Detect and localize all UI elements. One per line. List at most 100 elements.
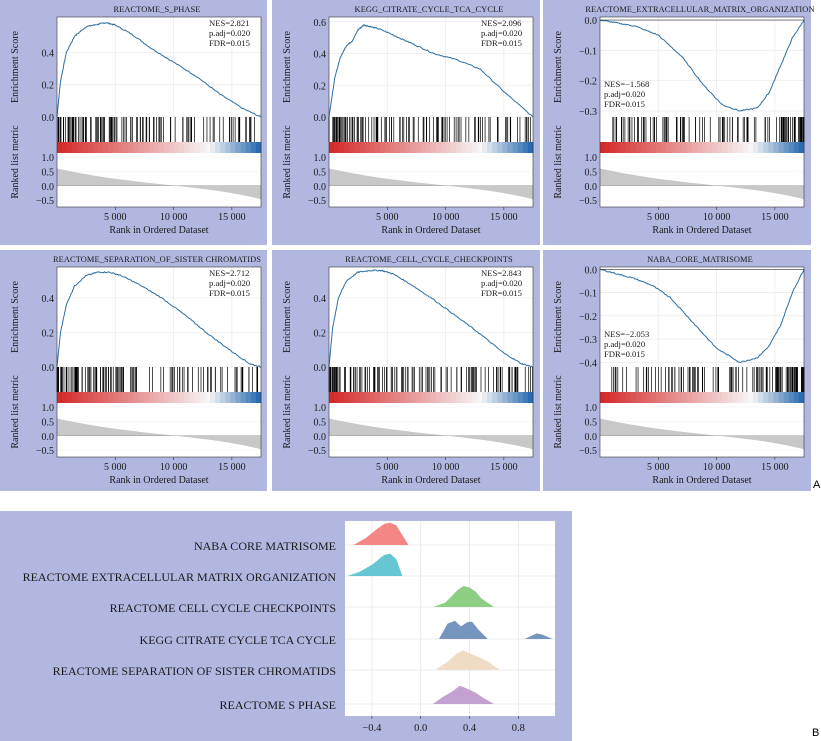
nes-label: NES=2.843 [481, 268, 521, 278]
heat-segment [773, 392, 779, 403]
heat-segment [712, 392, 718, 403]
heat-segment [123, 392, 129, 403]
rank-heat-strip [329, 142, 534, 153]
padj-label: p.adj=0.020 [481, 28, 522, 38]
x-tick-label: 5 000 [376, 462, 399, 473]
ridge-density [439, 620, 553, 639]
panel-label-b: B [812, 727, 820, 739]
padj-label: p.adj=0.020 [481, 278, 522, 288]
metric-axis-label: Ranked list metric [10, 375, 21, 449]
rank-heat-strip [600, 142, 805, 153]
ridge-category-label: REACTOME CELL CYCLE CHECKPOINTS [110, 601, 336, 615]
heat-segment [400, 142, 406, 153]
heat-segment [686, 392, 693, 403]
heat-segment [138, 142, 145, 153]
padj-label: p.adj=0.020 [209, 28, 250, 38]
es-axis-label: Enrichment Score [10, 280, 21, 352]
heat-segment [446, 392, 452, 403]
heat-segment [635, 142, 642, 153]
heat-segment [737, 392, 744, 403]
heat-segment [446, 142, 452, 153]
gene-hit-ticks [57, 117, 255, 142]
heat-segment [451, 392, 457, 403]
heat-segment [159, 142, 165, 153]
heat-segment [707, 142, 713, 153]
gsea-panel-4: REACTOME_SEPARATION_OF_SISTER CHROMATIDS… [10, 255, 262, 486]
heat-segment [374, 392, 381, 403]
heat-segment [153, 392, 160, 403]
heat-segment [380, 142, 386, 153]
heat-segment [436, 142, 442, 153]
padj-label: p.adj=0.020 [604, 339, 645, 349]
heat-segment [385, 392, 391, 403]
heat-segment [610, 142, 616, 153]
heat-segment [199, 392, 206, 403]
heat-segment [702, 142, 708, 153]
heat-segment [369, 392, 376, 403]
x-tick-label: 5 000 [104, 462, 127, 473]
heat-segment [702, 392, 708, 403]
heat-segment [179, 392, 185, 403]
heat-segment [753, 392, 759, 403]
rank-heat-strip [329, 392, 534, 403]
metric-tick-label: 1.0 [585, 153, 598, 164]
x-tick-label: 15 000 [761, 212, 789, 223]
heat-segment [696, 392, 703, 403]
es-tick-label: 0.0 [42, 113, 55, 124]
metric-axis-label: Ranked list metric [553, 375, 564, 449]
heat-segment [747, 142, 754, 153]
enrichment-score-line [599, 19, 805, 112]
rank-heat-strip [600, 392, 805, 403]
heat-segment [123, 142, 129, 153]
metric-tick-label: 1.0 [42, 153, 55, 164]
metric-tick-label: 0.5 [585, 167, 598, 178]
heat-segment [354, 142, 360, 153]
plot-frame [328, 16, 534, 208]
heat-segment [174, 142, 180, 153]
heat-segment [334, 392, 340, 403]
heat-segment [431, 142, 437, 153]
metric-tick-label: 0.0 [585, 432, 598, 443]
chart-title: REACTOME_EXTRACELLULAR_MATRIX_ORGANIZATI… [585, 5, 814, 14]
gsea-panel-1: REACTOME_S_PHASE 0.0 0.2 0.4 Enrichment Scor… [10, 5, 262, 236]
x-tick-label: 10 000 [703, 462, 731, 473]
heat-segment [497, 392, 503, 403]
x-axis-label: Rank in Ordered Dataset [109, 225, 208, 236]
nes-label: NES=−2.053 [604, 329, 649, 339]
heat-segment [527, 142, 534, 153]
ridge-group: NABA CORE MATRISOME REACTOME EXTRACELLULA… [23, 521, 555, 734]
enrichment-score-line [56, 270, 262, 368]
heat-segment [108, 142, 114, 153]
heat-segment [420, 142, 427, 153]
rank-heat-strip [57, 142, 262, 153]
heat-segment [471, 142, 478, 153]
heat-segment [415, 142, 422, 153]
heat-segment [778, 142, 784, 153]
heat-segment [72, 392, 78, 403]
heat-segment [72, 142, 78, 153]
x-tick-label: 15 000 [490, 462, 518, 473]
heat-segment [215, 142, 221, 153]
heat-segment [456, 142, 462, 153]
heat-segment [768, 392, 774, 403]
ridge-category-label: REACTOME SEPARATION OF SISTER CHROMATIDS [53, 664, 336, 678]
heat-segment [329, 142, 335, 153]
heat-segment [492, 142, 498, 153]
heat-segment [645, 142, 652, 153]
heat-segment [793, 142, 800, 153]
es-tick-label: 0.0 [314, 113, 327, 124]
es-tick-label: −0.1 [579, 289, 597, 300]
heat-segment [661, 142, 667, 153]
metric-tick-label: 0.5 [314, 417, 327, 428]
heat-segment [118, 392, 124, 403]
x-tick-label: 10 000 [432, 462, 460, 473]
heat-segment [169, 392, 175, 403]
heat-segment [339, 142, 345, 153]
enrichment-score-line [599, 268, 805, 363]
heat-segment [374, 142, 381, 153]
heat-segment [225, 142, 231, 153]
es-axis-label: Enrichment Score [282, 30, 293, 102]
plot-frame [56, 16, 262, 208]
chart-title: REACTOME_S_PHASE [113, 5, 200, 14]
nes-label: NES=−1.568 [604, 79, 649, 89]
